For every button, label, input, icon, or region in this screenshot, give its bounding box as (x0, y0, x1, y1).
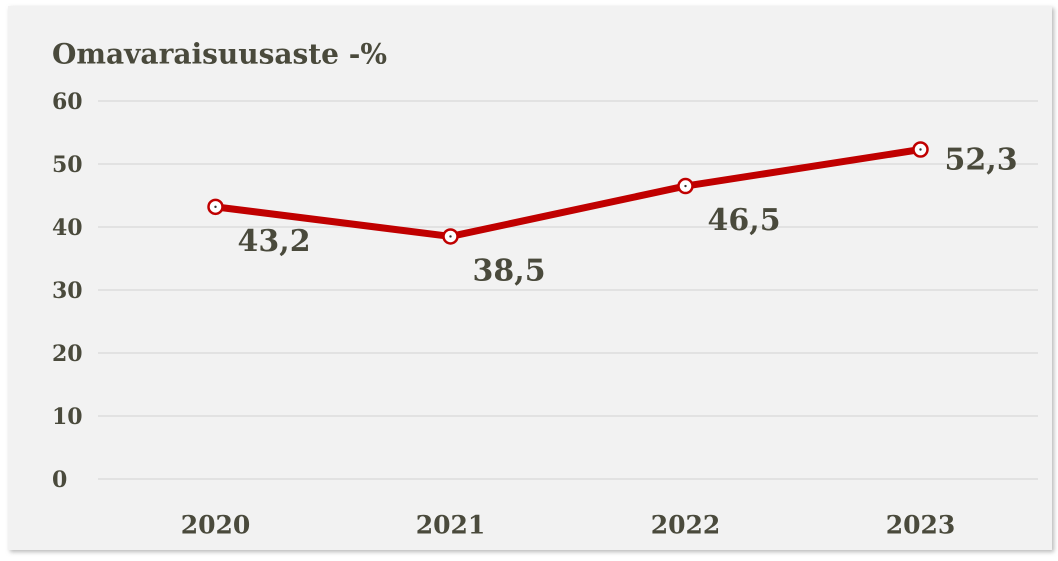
data-label: 52,3 (945, 143, 1018, 178)
data-point-dot (919, 148, 922, 151)
y-tick-label: 60 (52, 89, 83, 115)
y-tick-label: 10 (52, 404, 83, 430)
y-tick-label: 50 (52, 152, 83, 178)
data-label: 38,5 (473, 253, 546, 288)
x-tick-label: 2023 (886, 511, 956, 540)
data-point-dot (214, 205, 217, 209)
y-tick-label: 20 (52, 341, 83, 367)
y-tick-label: 40 (52, 215, 83, 241)
data-label: 46,5 (708, 203, 781, 238)
y-tick-label: 0 (52, 467, 67, 493)
x-tick-label: 2021 (416, 511, 486, 540)
data-line (212, 146, 924, 240)
chart-title: Omavaraisuusaste -% (52, 38, 387, 71)
chart-background (8, 6, 1052, 550)
x-tick-label: 2020 (181, 511, 251, 540)
data-point-dot (684, 184, 687, 188)
y-tick-label: 30 (52, 278, 83, 304)
x-tick-label: 2022 (651, 511, 721, 540)
data-point-dot (449, 235, 452, 238)
data-label: 43,2 (238, 224, 311, 259)
